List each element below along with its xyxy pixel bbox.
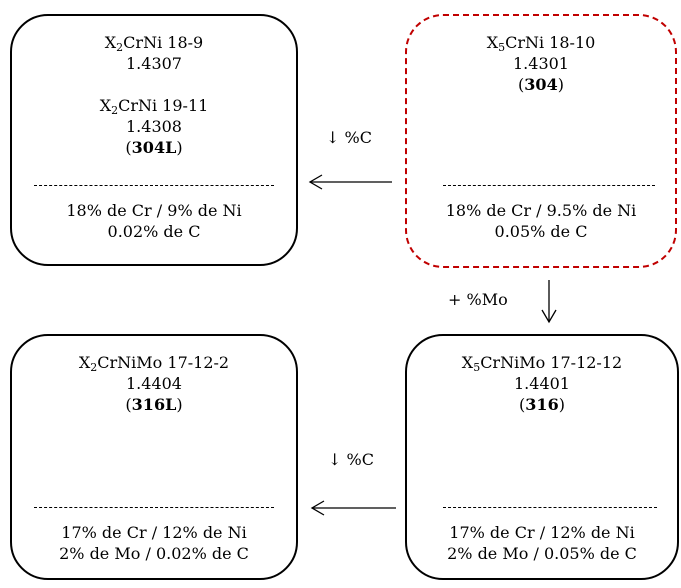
label-add-molybdenum: + %Mo (448, 290, 508, 309)
material-number: 1.4404 (126, 374, 182, 393)
composition-mo-c: 2% de Mo / 0.05% de C (447, 544, 637, 563)
composition-c: 0.02% de C (107, 222, 201, 241)
aisi-grade: (316L) (125, 395, 183, 414)
separator (443, 185, 655, 186)
separator (443, 507, 657, 508)
label-decrease-carbon-top: ↓ %C (326, 128, 372, 147)
designation-x2crnimo-17-12-2: X2CrNiMo 17-12-2 (78, 353, 230, 374)
composition-cr-ni: 18% de Cr / 9% de Ni (66, 201, 242, 220)
arrow-decrease-carbon-bottom (310, 500, 396, 516)
designation-x5crni-18-10: X5CrNi 18-10 (486, 33, 596, 54)
material-number: 1.4301 (513, 54, 569, 73)
material-number: 1.4401 (514, 374, 570, 393)
composition-mo-c: 2% de Mo / 0.02% de C (59, 544, 249, 563)
material-number-2: 1.4308 (126, 117, 182, 136)
arrow-decrease-carbon-top (308, 174, 392, 190)
box-304l: X2CrNi 18-9 1.4307 X2CrNi 19-11 1.4308 (… (10, 14, 298, 266)
separator (34, 507, 274, 508)
aisi-grade: (316) (519, 395, 565, 414)
designation-x2crni-19-11: X2CrNi 19-11 (99, 96, 209, 117)
separator (34, 185, 274, 186)
arrow-add-molybdenum (541, 280, 557, 324)
aisi-grade: (304L) (125, 138, 183, 157)
box-316l: X2CrNiMo 17-12-2 1.4404 (316L) 17% de Cr… (10, 334, 298, 580)
composition-cr-ni: 17% de Cr / 12% de Ni (449, 523, 635, 542)
composition-cr-ni: 18% de Cr / 9.5% de Ni (445, 201, 637, 220)
material-number: 1.4307 (126, 54, 182, 73)
composition-c: 0.05% de C (494, 222, 588, 241)
box-316: X5CrNiMo 17-12-12 1.4401 (316) 17% de Cr… (405, 334, 679, 580)
composition-cr-ni: 17% de Cr / 12% de Ni (61, 523, 247, 542)
aisi-grade: (304) (518, 75, 564, 94)
box-304: X5CrNi 18-10 1.4301 (304) 18% de Cr / 9.… (405, 14, 677, 268)
label-decrease-carbon-bottom: ↓ %C (328, 450, 374, 469)
designation-x2crni-18-9: X2CrNi 18-9 (104, 33, 204, 54)
designation-x5crnimo-17-12-12: X5CrNiMo 17-12-12 (461, 353, 623, 374)
